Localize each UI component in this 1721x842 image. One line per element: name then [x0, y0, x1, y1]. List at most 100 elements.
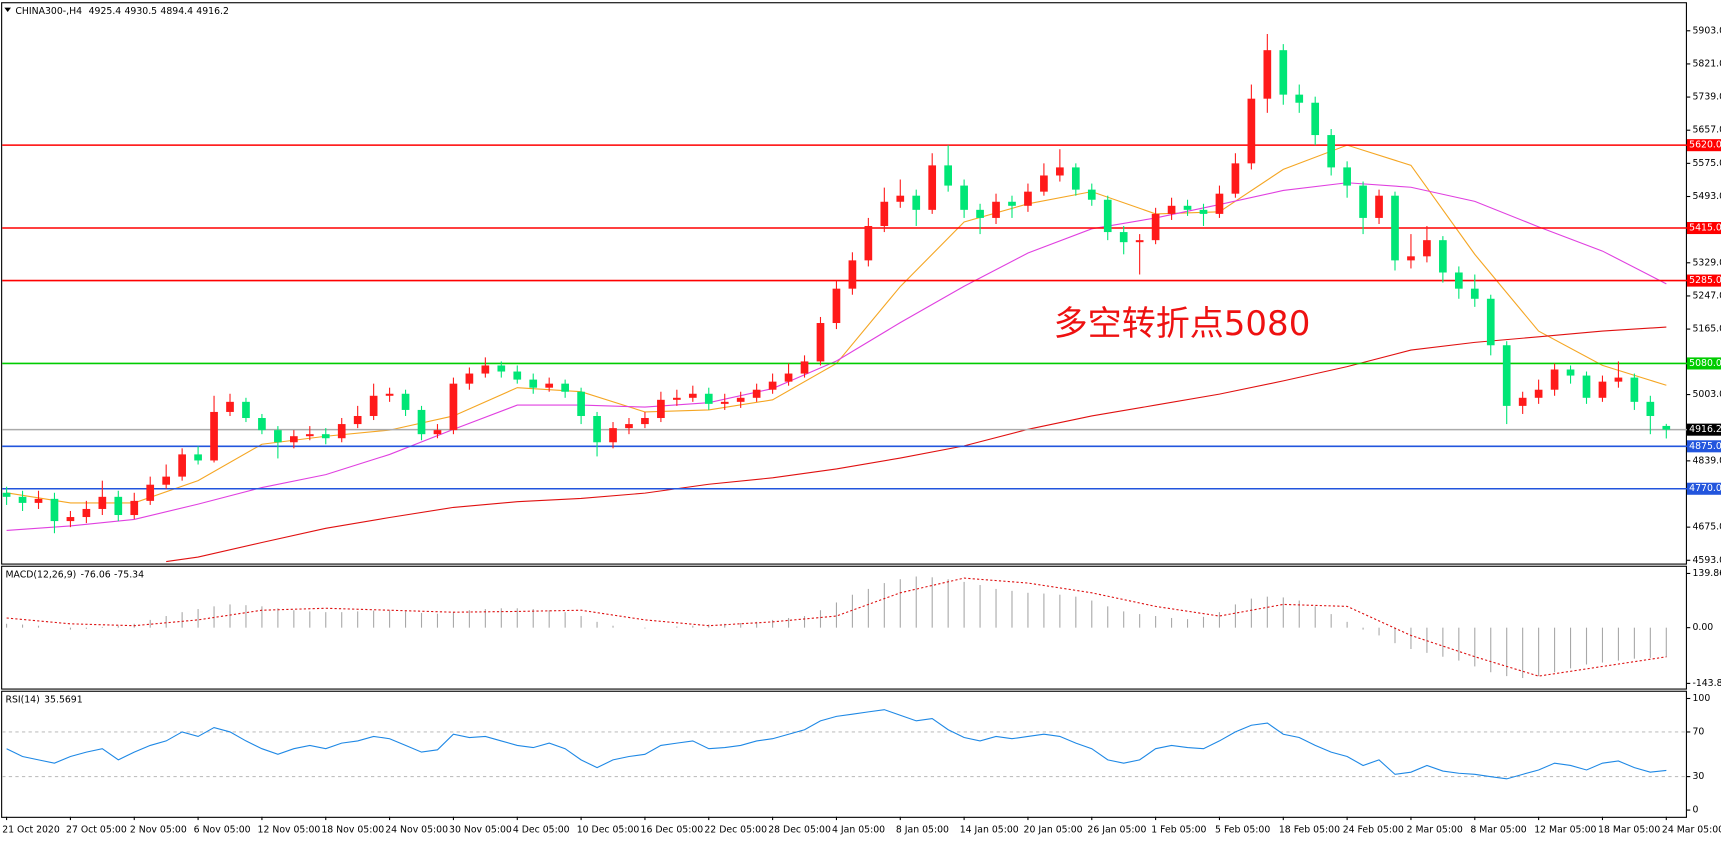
candle-body — [816, 323, 825, 362]
candle-body — [976, 209, 984, 218]
x-tick-label: 18 Feb 05:00 — [1279, 824, 1340, 835]
candle-body — [258, 418, 266, 431]
x-tick-label: 2 Nov 05:00 — [130, 824, 187, 835]
price-tag — [1686, 357, 1721, 370]
rsi-line — [6, 709, 1667, 780]
price-tag-label: 4916.2 — [1689, 424, 1721, 435]
candle-body — [1470, 288, 1479, 299]
y-tick-label: 139.86 — [1692, 568, 1721, 579]
y-tick-label: 4839.0 — [1692, 455, 1721, 466]
candle-body — [1103, 199, 1112, 233]
candle-body — [1454, 272, 1463, 289]
candle-body — [82, 508, 91, 518]
candle-body — [385, 393, 394, 396]
macd-header: MACD(12,26,9) -76.06 -75.34 — [5, 569, 144, 580]
candle-body — [1087, 189, 1096, 200]
x-tick-label: 12 Nov 05:00 — [258, 824, 321, 835]
candle-body — [736, 397, 745, 402]
candle-body — [465, 373, 474, 384]
x-tick-label: 5 Feb 05:00 — [1215, 824, 1270, 835]
candle-body — [1024, 191, 1032, 206]
y-tick-label: 5657.0 — [1692, 125, 1721, 136]
symbol: CHINA300-,H4 — [15, 5, 82, 16]
x-tick-label: 2 Mar 05:00 — [1407, 824, 1463, 835]
x-tick-label: 6 Nov 05:00 — [194, 824, 251, 835]
candle-body — [1135, 240, 1144, 243]
candle-body — [1008, 201, 1016, 206]
candle-body — [290, 436, 298, 443]
candle-body — [593, 415, 601, 443]
y-tick-label: 4675.0 — [1692, 522, 1721, 533]
candle-body — [1359, 185, 1367, 218]
candle-body — [752, 389, 761, 398]
y-tick-label: 5247.0 — [1692, 290, 1721, 301]
candle-body — [433, 430, 442, 435]
candle-body — [1486, 298, 1495, 346]
high-value: 4930.5 — [125, 5, 158, 16]
rsi-name: RSI(14) — [5, 694, 39, 705]
candle-body — [1279, 50, 1288, 95]
rsi-value: 35.5691 — [44, 694, 83, 705]
candle-body — [1040, 175, 1048, 192]
candle-body — [609, 428, 617, 443]
candle-body — [529, 379, 538, 388]
candle-body — [1247, 98, 1256, 164]
candle-body — [625, 424, 633, 429]
y-tick-label: 5575.0 — [1692, 158, 1721, 169]
candle-body — [992, 201, 1000, 218]
candle-body — [401, 393, 410, 410]
candle-body — [274, 430, 282, 443]
candle-body — [369, 395, 378, 416]
x-tick-label: 10 Dec 05:00 — [577, 824, 640, 835]
price-tag — [1686, 482, 1721, 495]
candle-body — [1662, 425, 1671, 430]
price-tag-label: 5415.0 — [1689, 223, 1721, 234]
candle-body — [1167, 205, 1176, 214]
candle-body — [688, 393, 697, 398]
candle-body — [194, 454, 202, 461]
candle-body — [1151, 213, 1160, 241]
moving-average — [6, 182, 1667, 531]
candle-body — [561, 383, 569, 392]
candle-body — [130, 500, 139, 516]
candle-body — [928, 165, 937, 210]
annotation: 多空转折点5080 — [1054, 304, 1311, 344]
candle-body — [832, 288, 841, 324]
candle-body — [162, 476, 171, 485]
x-tick-label: 18 Nov 05:00 — [321, 824, 384, 835]
price-tag — [1686, 139, 1721, 152]
candle-body — [1582, 375, 1591, 398]
signal-value: -75.34 — [114, 569, 144, 580]
y-tick-label: 30 — [1692, 771, 1704, 782]
y-tick-label: 100 — [1692, 693, 1710, 704]
candle-body — [1439, 240, 1447, 273]
y-tick-label: 5329.0 — [1692, 257, 1721, 268]
candle-body — [18, 496, 27, 503]
x-tick-label: 28 Dec 05:00 — [768, 824, 831, 835]
menu-arrow[interactable] — [4, 7, 11, 13]
candle-body — [1646, 401, 1655, 416]
candle-body — [1598, 381, 1607, 398]
candle-body — [178, 454, 186, 477]
candle-body — [242, 401, 250, 419]
x-tick-label: 30 Nov 05:00 — [449, 824, 512, 835]
candle-body — [2, 492, 11, 497]
candle-body — [1566, 369, 1575, 376]
y-tick-label: 5821.0 — [1692, 58, 1721, 69]
candle-body — [337, 424, 346, 439]
candle-body — [481, 365, 490, 374]
moving-average — [166, 326, 1667, 563]
x-tick-label: 4 Dec 05:00 — [513, 824, 570, 835]
price-tag-label: 4770.0 — [1689, 483, 1721, 494]
candle-body — [864, 226, 873, 261]
candle-body — [114, 496, 123, 516]
close-value: 4916.2 — [196, 5, 229, 16]
candle-body — [1550, 369, 1559, 390]
candle-body — [768, 381, 777, 390]
candle-body — [1199, 209, 1208, 214]
candle-body — [1391, 195, 1399, 261]
y-tick-label: 0.00 — [1692, 622, 1713, 633]
candle-body — [1375, 195, 1383, 218]
candle-body — [880, 201, 889, 227]
